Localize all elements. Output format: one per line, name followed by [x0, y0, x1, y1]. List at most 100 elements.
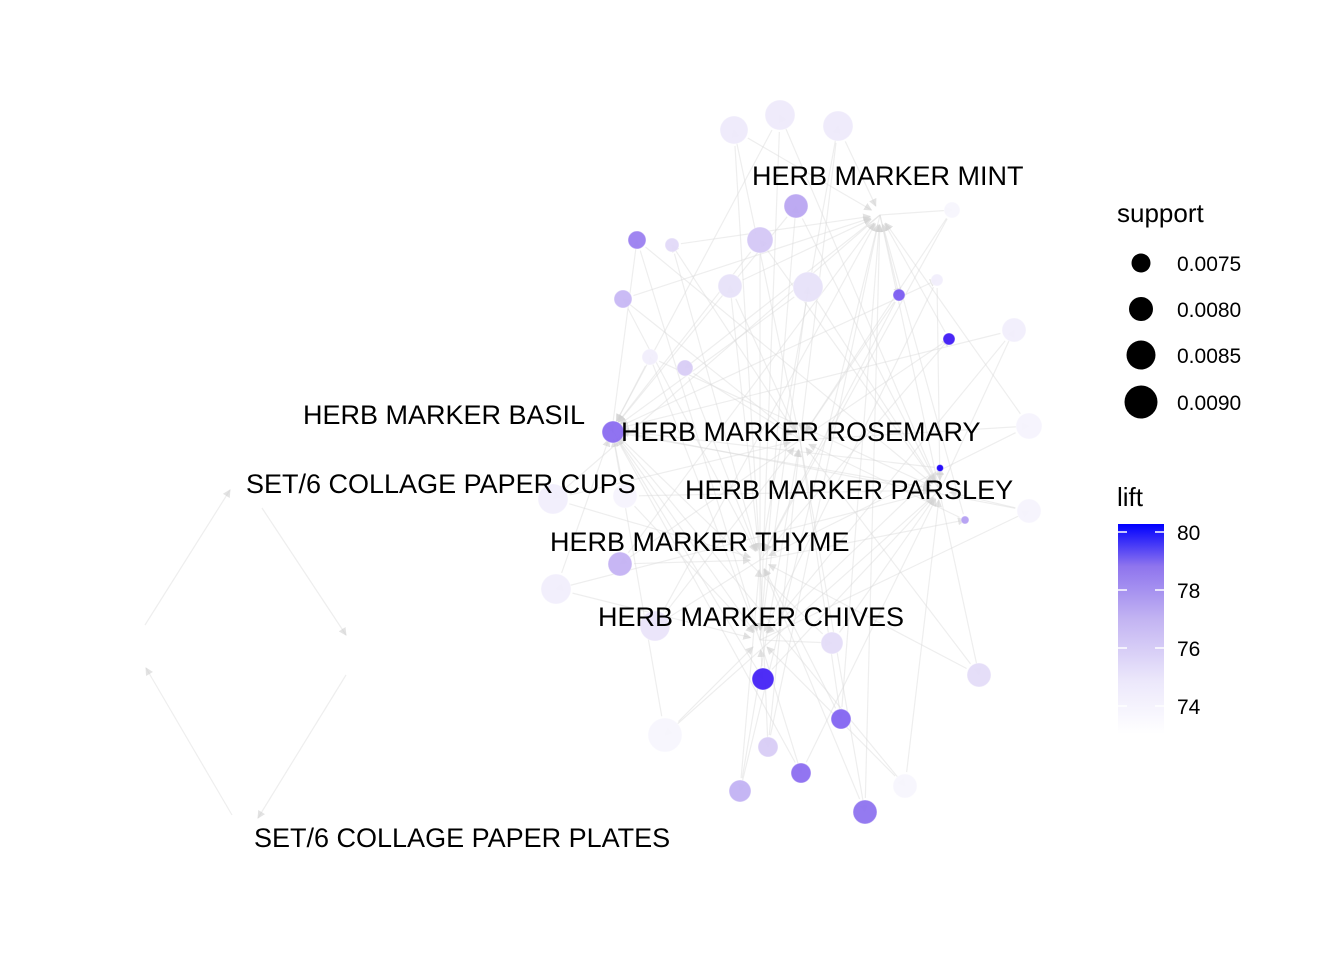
rule-edge [801, 218, 937, 482]
rule-edge [611, 279, 938, 431]
rule-node [664, 237, 680, 253]
lift-tick-1: 78 [1177, 580, 1200, 603]
rule-edge [619, 439, 801, 565]
rule-node [930, 273, 944, 287]
rule-node [627, 230, 647, 250]
rule-edge [756, 131, 780, 632]
rule-node [820, 631, 844, 655]
rule-edge [799, 439, 844, 720]
rule-node [746, 226, 774, 254]
rule-node [852, 799, 878, 825]
rule-node [728, 779, 752, 803]
rule-edge [658, 360, 932, 487]
rule-edge [654, 559, 761, 627]
rule-edge [759, 338, 950, 561]
rule-edge [726, 285, 761, 561]
rule-edge [734, 145, 763, 552]
rule-node [540, 573, 572, 605]
rule-edge [639, 250, 759, 632]
rule-edge [771, 496, 934, 670]
lift-tick-0: 80 [1177, 522, 1200, 545]
item-label-herb-marker-chives: HERB MARKER CHIVES [598, 602, 904, 632]
rule-edge [678, 646, 754, 722]
rule-edge [569, 440, 792, 496]
rule-edge [619, 296, 795, 425]
rule-edge [766, 471, 937, 634]
support-legend-key-2 [1126, 340, 1156, 370]
rule-edge [673, 253, 760, 552]
rule-edge [841, 223, 883, 708]
rule-edge [879, 206, 953, 216]
rule-edge [763, 286, 935, 632]
rule-node [647, 717, 683, 753]
lift-tick-2: 76 [1177, 638, 1200, 661]
item-label-set6-collage-paper-cups: SET/6 COLLAGE PAPER CUPS [246, 469, 636, 499]
rule-edge [764, 568, 837, 709]
rule-edge [622, 298, 801, 441]
collage-edge [144, 489, 231, 626]
rule-edge [561, 438, 611, 574]
rule-edge [741, 448, 802, 779]
rule-node [757, 736, 779, 758]
rule-edge [804, 218, 947, 433]
rule-edge [680, 213, 872, 245]
rule-edge [627, 222, 875, 554]
rule-node [717, 273, 743, 299]
rule-edge [618, 436, 824, 635]
item-label-herb-marker-rosemary: HERB MARKER ROSEMARY [621, 417, 981, 447]
rule-edge [816, 300, 936, 483]
support-legend-key-1 [1129, 297, 1153, 321]
rule-edge [839, 497, 935, 633]
rule-node [942, 332, 956, 346]
rule-edge [616, 129, 773, 423]
rule-edge [799, 422, 1030, 441]
rule-edge [611, 429, 764, 680]
lift-legend-title: lift [1117, 482, 1144, 512]
rule-node [830, 708, 852, 730]
rule-edge [620, 332, 1001, 430]
item-label-herb-marker-parsley: HERB MARKER PARSLEY [685, 475, 1013, 505]
rule-node [719, 115, 749, 145]
rule-edge [638, 486, 932, 497]
rule-node [783, 193, 809, 219]
rule-edge [634, 505, 754, 634]
rule-edge [620, 429, 1016, 509]
rule-edge [939, 329, 1015, 491]
rule-node [613, 289, 633, 309]
rule-edge [693, 372, 793, 436]
rule-edge [684, 214, 881, 369]
rule-edge [759, 559, 772, 748]
support-legend-key-0 [1131, 253, 1151, 273]
rule-edge [759, 639, 803, 774]
rule-edge [662, 222, 876, 612]
item-label-herb-marker-thyme: HERB MARKER THYME [550, 527, 850, 557]
rule-node [966, 662, 992, 688]
rule-nodes [537, 99, 1043, 825]
rule-node [1016, 498, 1042, 524]
support-legend-label-2: 0.0085 [1177, 345, 1241, 368]
rule-edge [764, 301, 896, 553]
rule-edge [864, 223, 884, 799]
rule-node [1015, 412, 1043, 440]
rule-node [601, 420, 625, 444]
rule-edge [552, 214, 881, 500]
rule-edge [767, 564, 967, 670]
rule-edge [759, 517, 966, 561]
item-label-set6-collage-paper-plates: SET/6 COLLAGE PAPER PLATES [254, 823, 670, 853]
rule-node [641, 348, 659, 366]
rule-edge [759, 286, 812, 641]
rule-edge [616, 437, 796, 763]
item-labels: HERB MARKER MINT HERB MARKER BASIL HERB … [246, 161, 1024, 853]
rule-edge [759, 125, 841, 561]
rule-node [639, 610, 671, 642]
rule-edge [645, 246, 934, 485]
rule-edge [742, 218, 872, 281]
rule-edge [805, 301, 895, 433]
rule-edge [799, 439, 868, 813]
rule-edge [688, 377, 758, 552]
rule-node [936, 464, 944, 472]
rule-edge [759, 239, 941, 491]
rule-edge [884, 222, 946, 333]
rule-edge [768, 448, 803, 736]
rule-edge [935, 287, 944, 482]
